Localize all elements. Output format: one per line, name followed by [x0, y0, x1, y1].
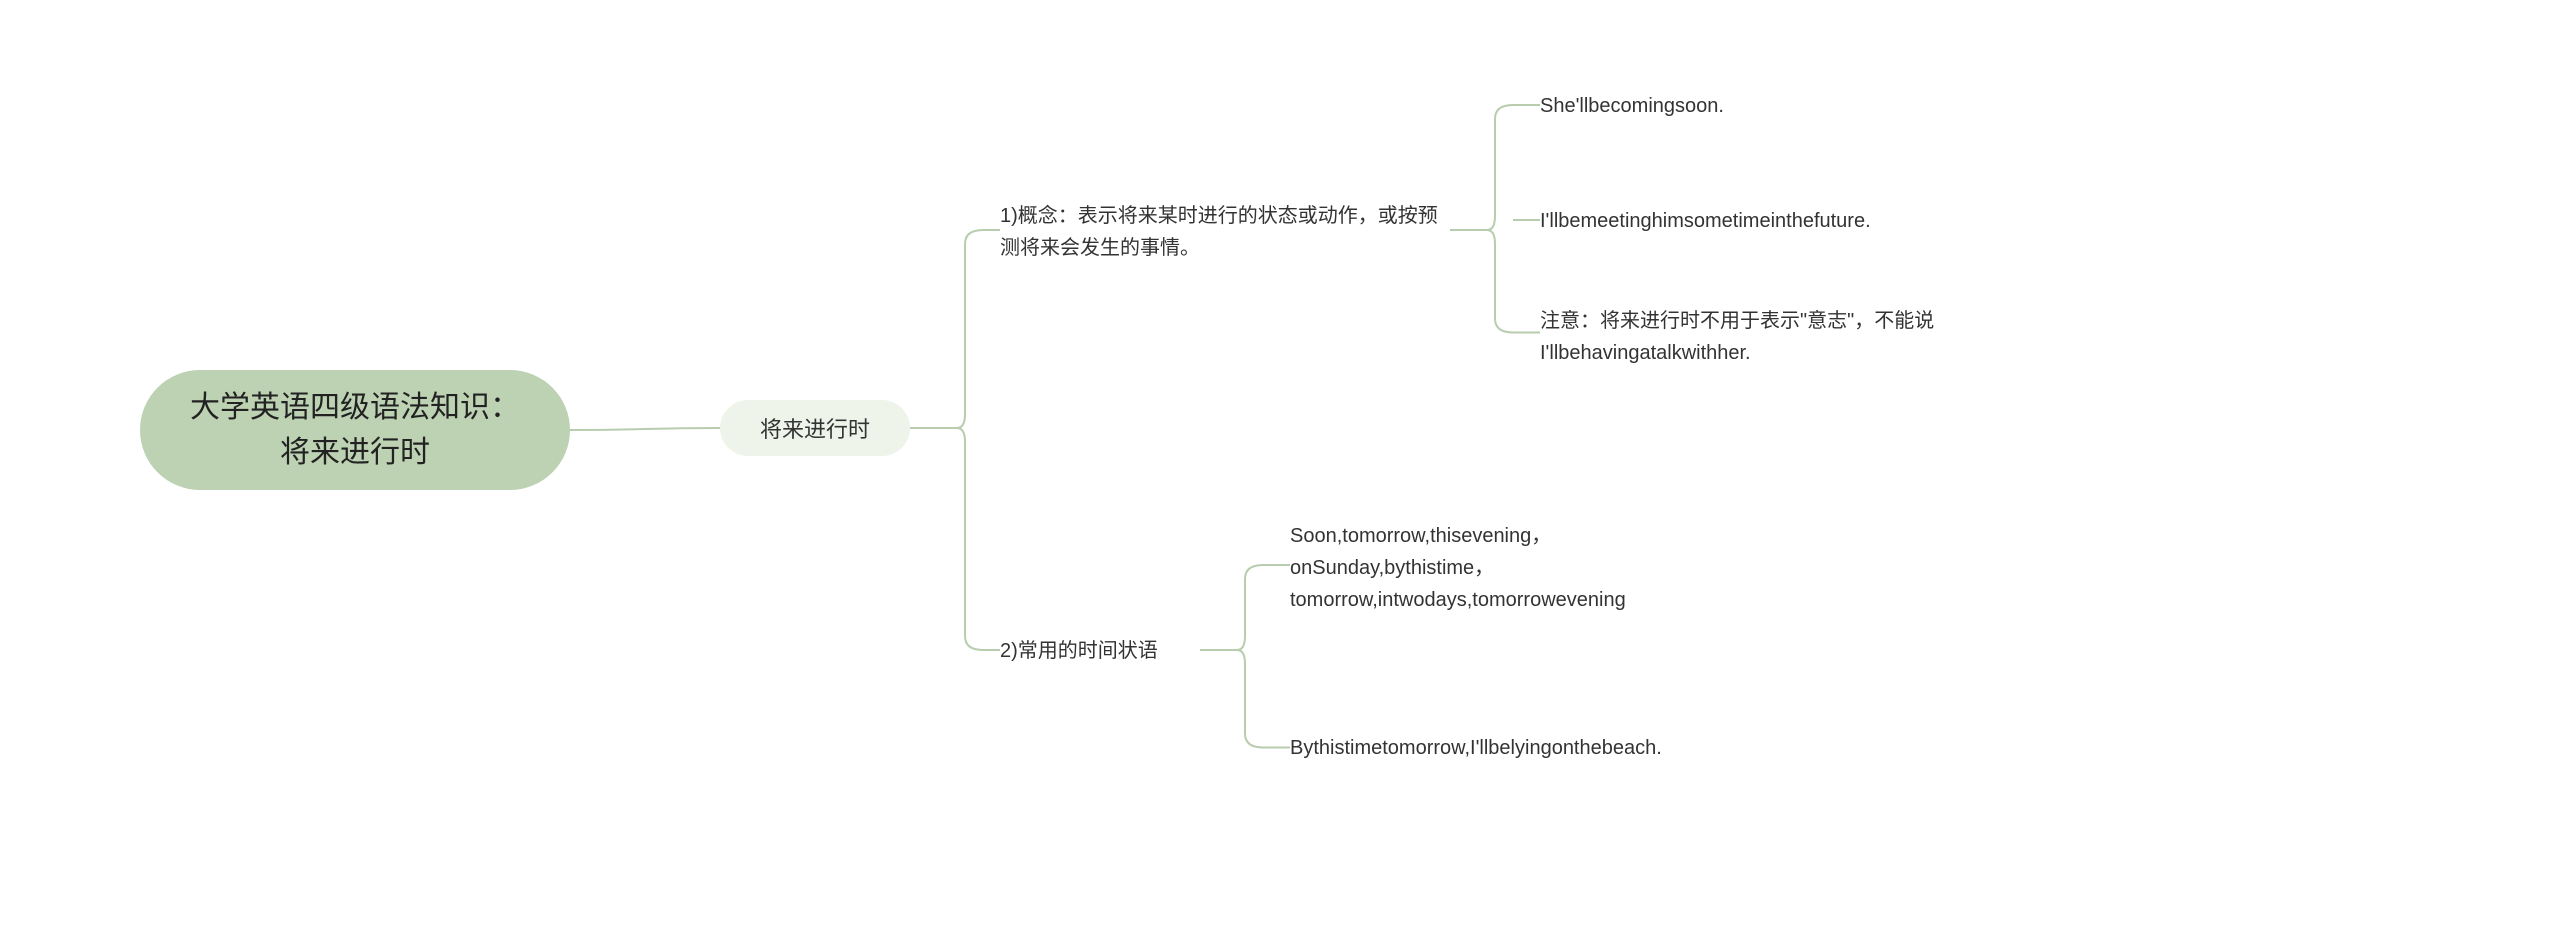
leaf-node-time-adverbs-1: Bythistimetomorrow,I'llbelyingonthebeach…	[1290, 720, 1730, 775]
bracket	[1487, 105, 1513, 333]
branch-node-text: 将来进行时	[760, 412, 870, 444]
leaf-node-concept-1-text: I'llbemeetinghimsometimeinthefuture.	[1540, 205, 1871, 237]
leaf-node-concept-0: She'llbecomingsoon.	[1540, 90, 1990, 122]
root-node: 大学英语四级语法知识：将来进行时	[140, 370, 570, 490]
leaf-node-concept-2: 注意：将来进行时不用于表示"意志"，不能说I'llbehavingatalkwi…	[1540, 305, 2000, 369]
mindmap-canvas: 大学英语四级语法知识：将来进行时将来进行时1)概念：表示将来某时进行的状态或动作…	[0, 0, 2560, 939]
level2-node-time-adverbs: 2)常用的时间状语	[1000, 635, 1200, 667]
leaf-node-concept-0-text: She'llbecomingsoon.	[1540, 90, 1724, 122]
level2-node-concept: 1)概念：表示将来某时进行的状态或动作，或按预测将来会发生的事情。	[1000, 200, 1450, 264]
level2-node-concept-text: 1)概念：表示将来某时进行的状态或动作，或按预测将来会发生的事情。	[1000, 200, 1450, 264]
leaf-node-time-adverbs-0-text: Soon,tomorrow,thisevening，onSunday,bythi…	[1290, 520, 1730, 616]
leaf-node-concept-1: I'llbemeetinghimsometimeinthefuture.	[1540, 205, 2040, 237]
root-node-text: 将来进行时	[280, 430, 430, 475]
bracket	[1237, 565, 1263, 748]
bracket	[957, 230, 983, 650]
root-node-text: 大学英语四级语法知识：	[190, 385, 520, 430]
leaf-node-time-adverbs-0: Soon,tomorrow,thisevening，onSunday,bythi…	[1290, 520, 1730, 616]
branch-node: 将来进行时	[720, 400, 910, 456]
level2-node-time-adverbs-text: 2)常用的时间状语	[1000, 635, 1158, 667]
leaf-node-time-adverbs-1-text: Bythistimetomorrow,I'llbelyingonthebeach…	[1290, 732, 1662, 764]
connector	[570, 428, 720, 430]
leaf-node-concept-2-text: 注意：将来进行时不用于表示"意志"，不能说I'llbehavingatalkwi…	[1540, 305, 2000, 369]
